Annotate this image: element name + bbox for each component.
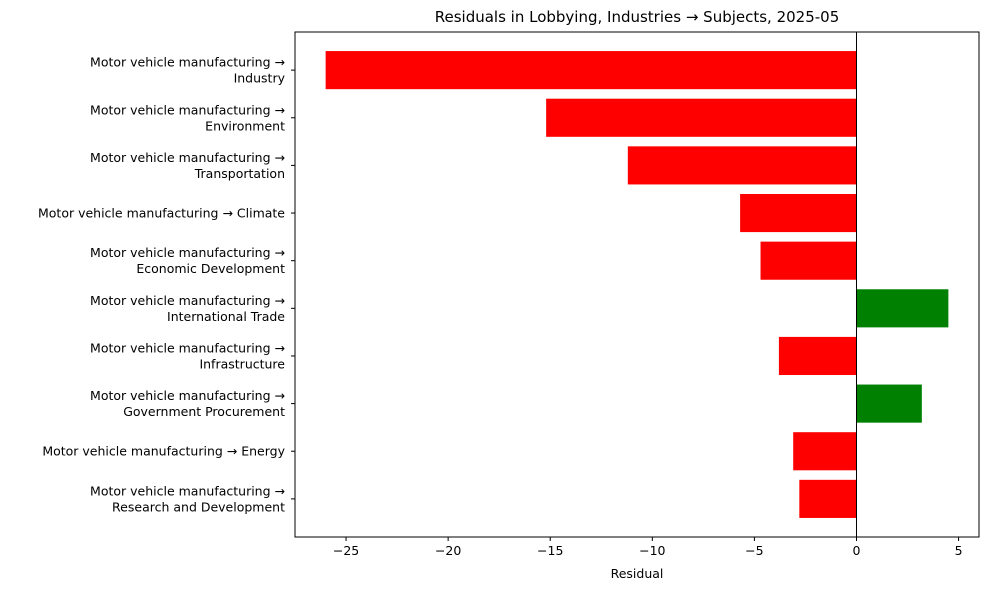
bar bbox=[627, 146, 857, 185]
y-tick-label: Motor vehicle manufacturing → Internation… bbox=[90, 293, 285, 324]
x-tick-label: −15 bbox=[537, 543, 563, 558]
y-tick-label: Motor vehicle manufacturing → Industry bbox=[90, 55, 286, 86]
y-tick-label: Motor vehicle manufacturing → Transportat… bbox=[90, 150, 285, 181]
y-tick-label-line: Motor vehicle manufacturing → bbox=[90, 245, 285, 260]
bar bbox=[325, 51, 857, 90]
y-tick-label-line: Motor vehicle manufacturing → bbox=[90, 340, 285, 355]
y-tick-label-line: Motor vehicle manufacturing → Energy bbox=[42, 444, 285, 459]
y-tick-label: Motor vehicle manufacturing → Economic De… bbox=[90, 245, 285, 276]
y-tick-label: Motor vehicle manufacturing → Environment bbox=[90, 102, 285, 133]
y-tick-label-line: Motor vehicle manufacturing → bbox=[90, 55, 285, 70]
x-tick-label: −25 bbox=[333, 543, 359, 558]
bar bbox=[760, 241, 857, 280]
y-tick-label-line: Environment bbox=[205, 118, 285, 133]
x-tick-label: 5 bbox=[955, 543, 963, 558]
bar bbox=[799, 479, 857, 518]
y-tick-label-line: Motor vehicle manufacturing → Climate bbox=[38, 206, 285, 221]
bar bbox=[856, 289, 949, 328]
bars-group bbox=[325, 51, 949, 518]
y-tick-label-line: Motor vehicle manufacturing → bbox=[90, 150, 285, 165]
x-axis-label: Residual bbox=[611, 566, 664, 581]
bar bbox=[793, 432, 857, 471]
bar bbox=[778, 336, 857, 376]
y-tick-label-line: Economic Development bbox=[136, 261, 285, 276]
y-tick-label-line: Motor vehicle manufacturing → bbox=[90, 102, 285, 117]
y-tick-label: Motor vehicle manufacturing → Climate bbox=[38, 206, 285, 221]
y-tick-label-line: Industry bbox=[234, 71, 286, 86]
y-axis: Motor vehicle manufacturing → IndustryMot… bbox=[38, 55, 295, 514]
chart-title: Residuals in Lobbying, Industries → Subj… bbox=[435, 8, 840, 26]
x-tick-label: −10 bbox=[639, 543, 665, 558]
x-tick-label: −20 bbox=[435, 543, 461, 558]
y-tick-label-line: Motor vehicle manufacturing → bbox=[90, 388, 285, 403]
y-tick-label-line: Transportation bbox=[194, 166, 285, 181]
plot-frame bbox=[294, 31, 980, 538]
y-tick-label-line: International Trade bbox=[167, 309, 285, 324]
y-tick-label-line: Government Procurement bbox=[123, 404, 285, 419]
y-tick-label: Motor vehicle manufacturing → Energy bbox=[42, 444, 285, 459]
bar bbox=[546, 98, 857, 137]
x-tick-label: −5 bbox=[745, 543, 763, 558]
y-tick-label: Motor vehicle manufacturing → Government … bbox=[90, 388, 285, 419]
y-tick-label-line: Infrastructure bbox=[199, 356, 285, 371]
y-tick-label-line: Motor vehicle manufacturing → bbox=[90, 293, 285, 308]
x-axis: −25 −20 −15 −10 −5 0 5 bbox=[333, 537, 963, 558]
bar bbox=[740, 193, 857, 233]
y-tick-label-line: Motor vehicle manufacturing → bbox=[90, 483, 285, 498]
y-tick-label-line: Research and Development bbox=[112, 499, 285, 514]
y-tick-label: Motor vehicle manufacturing → Infrastruct… bbox=[90, 340, 285, 371]
y-tick-label: Motor vehicle manufacturing → Research an… bbox=[90, 483, 285, 514]
x-tick-label: 0 bbox=[853, 543, 861, 558]
bar bbox=[856, 384, 922, 423]
